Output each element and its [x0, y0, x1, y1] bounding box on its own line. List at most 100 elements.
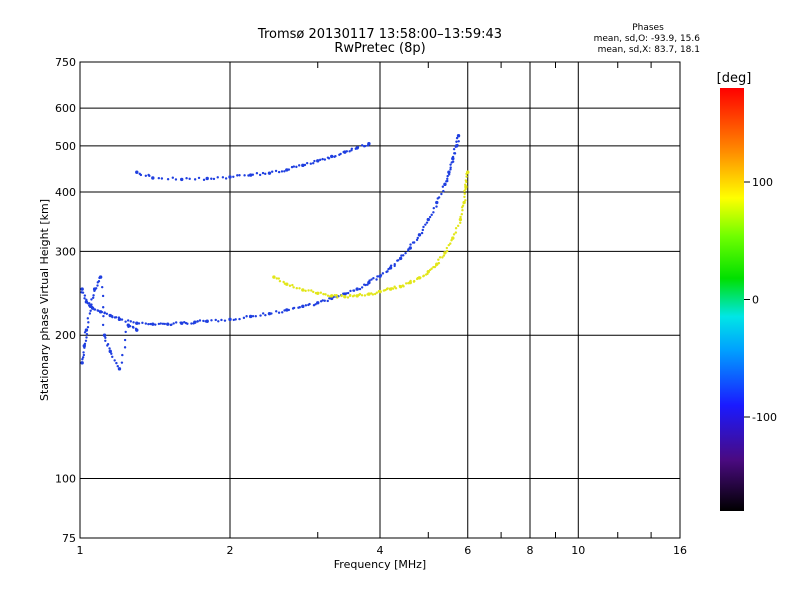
o-sample — [261, 312, 265, 315]
second-hop-trace-sample — [360, 144, 364, 147]
o-sample — [108, 313, 111, 317]
o-sample — [154, 323, 157, 326]
o-sample — [264, 313, 267, 317]
o-sample — [287, 308, 291, 312]
x-sample — [298, 287, 301, 290]
e-region-blanket-sample — [83, 346, 86, 349]
x-sample — [464, 187, 467, 191]
o-sample — [456, 143, 459, 147]
second-hop-trace-sample — [277, 170, 281, 174]
x-sample — [292, 286, 295, 289]
y-tick-label: 100 — [55, 473, 76, 486]
o-point — [398, 256, 403, 261]
second-hop-trace-point — [330, 154, 334, 159]
second-hop-trace-sample — [216, 176, 219, 179]
x-sample — [450, 239, 453, 242]
o-sample — [328, 297, 331, 300]
x-sample — [307, 289, 310, 292]
x-sample — [433, 265, 437, 269]
x-sample — [445, 249, 449, 253]
o-sample — [393, 264, 396, 268]
o-point — [426, 217, 430, 222]
o-sample — [404, 251, 407, 255]
o-sample — [198, 319, 202, 322]
second-hop-trace-sample — [323, 158, 327, 161]
e-region-blanket-sample — [110, 352, 113, 355]
o-sample — [214, 318, 217, 322]
second-hop-trace-sample — [292, 165, 296, 168]
o-sample — [308, 302, 311, 306]
x-sample — [363, 294, 367, 297]
o-sample — [446, 174, 449, 178]
e-region-blanket-sample — [113, 359, 116, 362]
phase-stats-title: Phases — [632, 23, 664, 33]
o-sample — [204, 320, 207, 323]
o-point — [355, 287, 359, 291]
o-sample — [81, 291, 85, 294]
e-region-blanket-sample — [90, 298, 93, 301]
second-hop-trace-sample — [274, 169, 278, 173]
o-point — [166, 322, 170, 326]
second-hop-trace-sample — [139, 173, 143, 177]
second-hop-trace-sample — [342, 150, 345, 154]
second-hop-trace-sample — [243, 174, 246, 177]
o-sample — [192, 322, 195, 325]
o-sample — [454, 145, 457, 148]
colorbar-tick-label: 100 — [752, 176, 773, 189]
e-region-blanket-sample — [123, 338, 127, 342]
o-sample — [375, 278, 378, 281]
e-region-blanket-sample — [101, 323, 105, 327]
e-region-blanket-sample — [104, 336, 107, 339]
o-sample — [420, 231, 424, 235]
second-hop-trace-sample — [309, 162, 313, 165]
o-sample — [163, 322, 167, 326]
o-sample — [298, 306, 301, 309]
o-sample — [342, 292, 345, 295]
o-sample — [210, 319, 213, 322]
x-sample — [419, 276, 422, 279]
second-hop-trace-sample — [345, 150, 349, 153]
x-sample — [404, 282, 408, 285]
o-sample — [88, 302, 91, 305]
x-sample — [393, 285, 396, 288]
x-sample — [456, 224, 460, 228]
o-sample — [447, 173, 451, 176]
o-sample — [85, 298, 88, 302]
second-hop-trace-sample — [157, 176, 161, 180]
e-region-blanket-sample — [83, 342, 87, 346]
o-point — [267, 311, 272, 316]
x-point — [464, 185, 468, 189]
x-sample — [373, 292, 377, 296]
second-hop-trace-sample — [148, 174, 151, 178]
chart-subtitle: RwPretec (8p) — [334, 41, 425, 56]
o-sample — [242, 316, 246, 320]
o-sample — [183, 320, 186, 324]
e-region-blanket-sample — [96, 284, 99, 287]
second-hop-trace-sample — [366, 144, 370, 147]
second-hop-trace-point — [151, 176, 155, 180]
x-sample — [379, 290, 382, 293]
o-sample — [179, 321, 182, 324]
second-hop-trace-sample — [197, 176, 201, 180]
o-sample — [407, 248, 410, 251]
second-hop-trace-sample — [255, 172, 259, 175]
x-sample — [394, 287, 398, 290]
x-sample — [358, 292, 362, 296]
x-sample — [402, 285, 405, 288]
o-sample — [446, 179, 449, 183]
o-sample — [190, 322, 193, 325]
x-point — [462, 200, 466, 205]
x-sample — [319, 291, 323, 294]
o-sample — [314, 303, 317, 306]
x-sample — [304, 289, 307, 293]
second-hop-trace-sample — [210, 177, 213, 180]
e-region-blanket-sample — [128, 324, 132, 328]
x-sample — [391, 287, 395, 290]
e-region-blanket-point — [80, 361, 84, 365]
x-point — [426, 269, 430, 274]
o-sample — [451, 160, 455, 163]
chart-title: Tromsø 20130117 13:58:00–13:59:43 — [257, 27, 502, 42]
x-sample — [445, 246, 449, 250]
x-sample — [422, 274, 426, 277]
